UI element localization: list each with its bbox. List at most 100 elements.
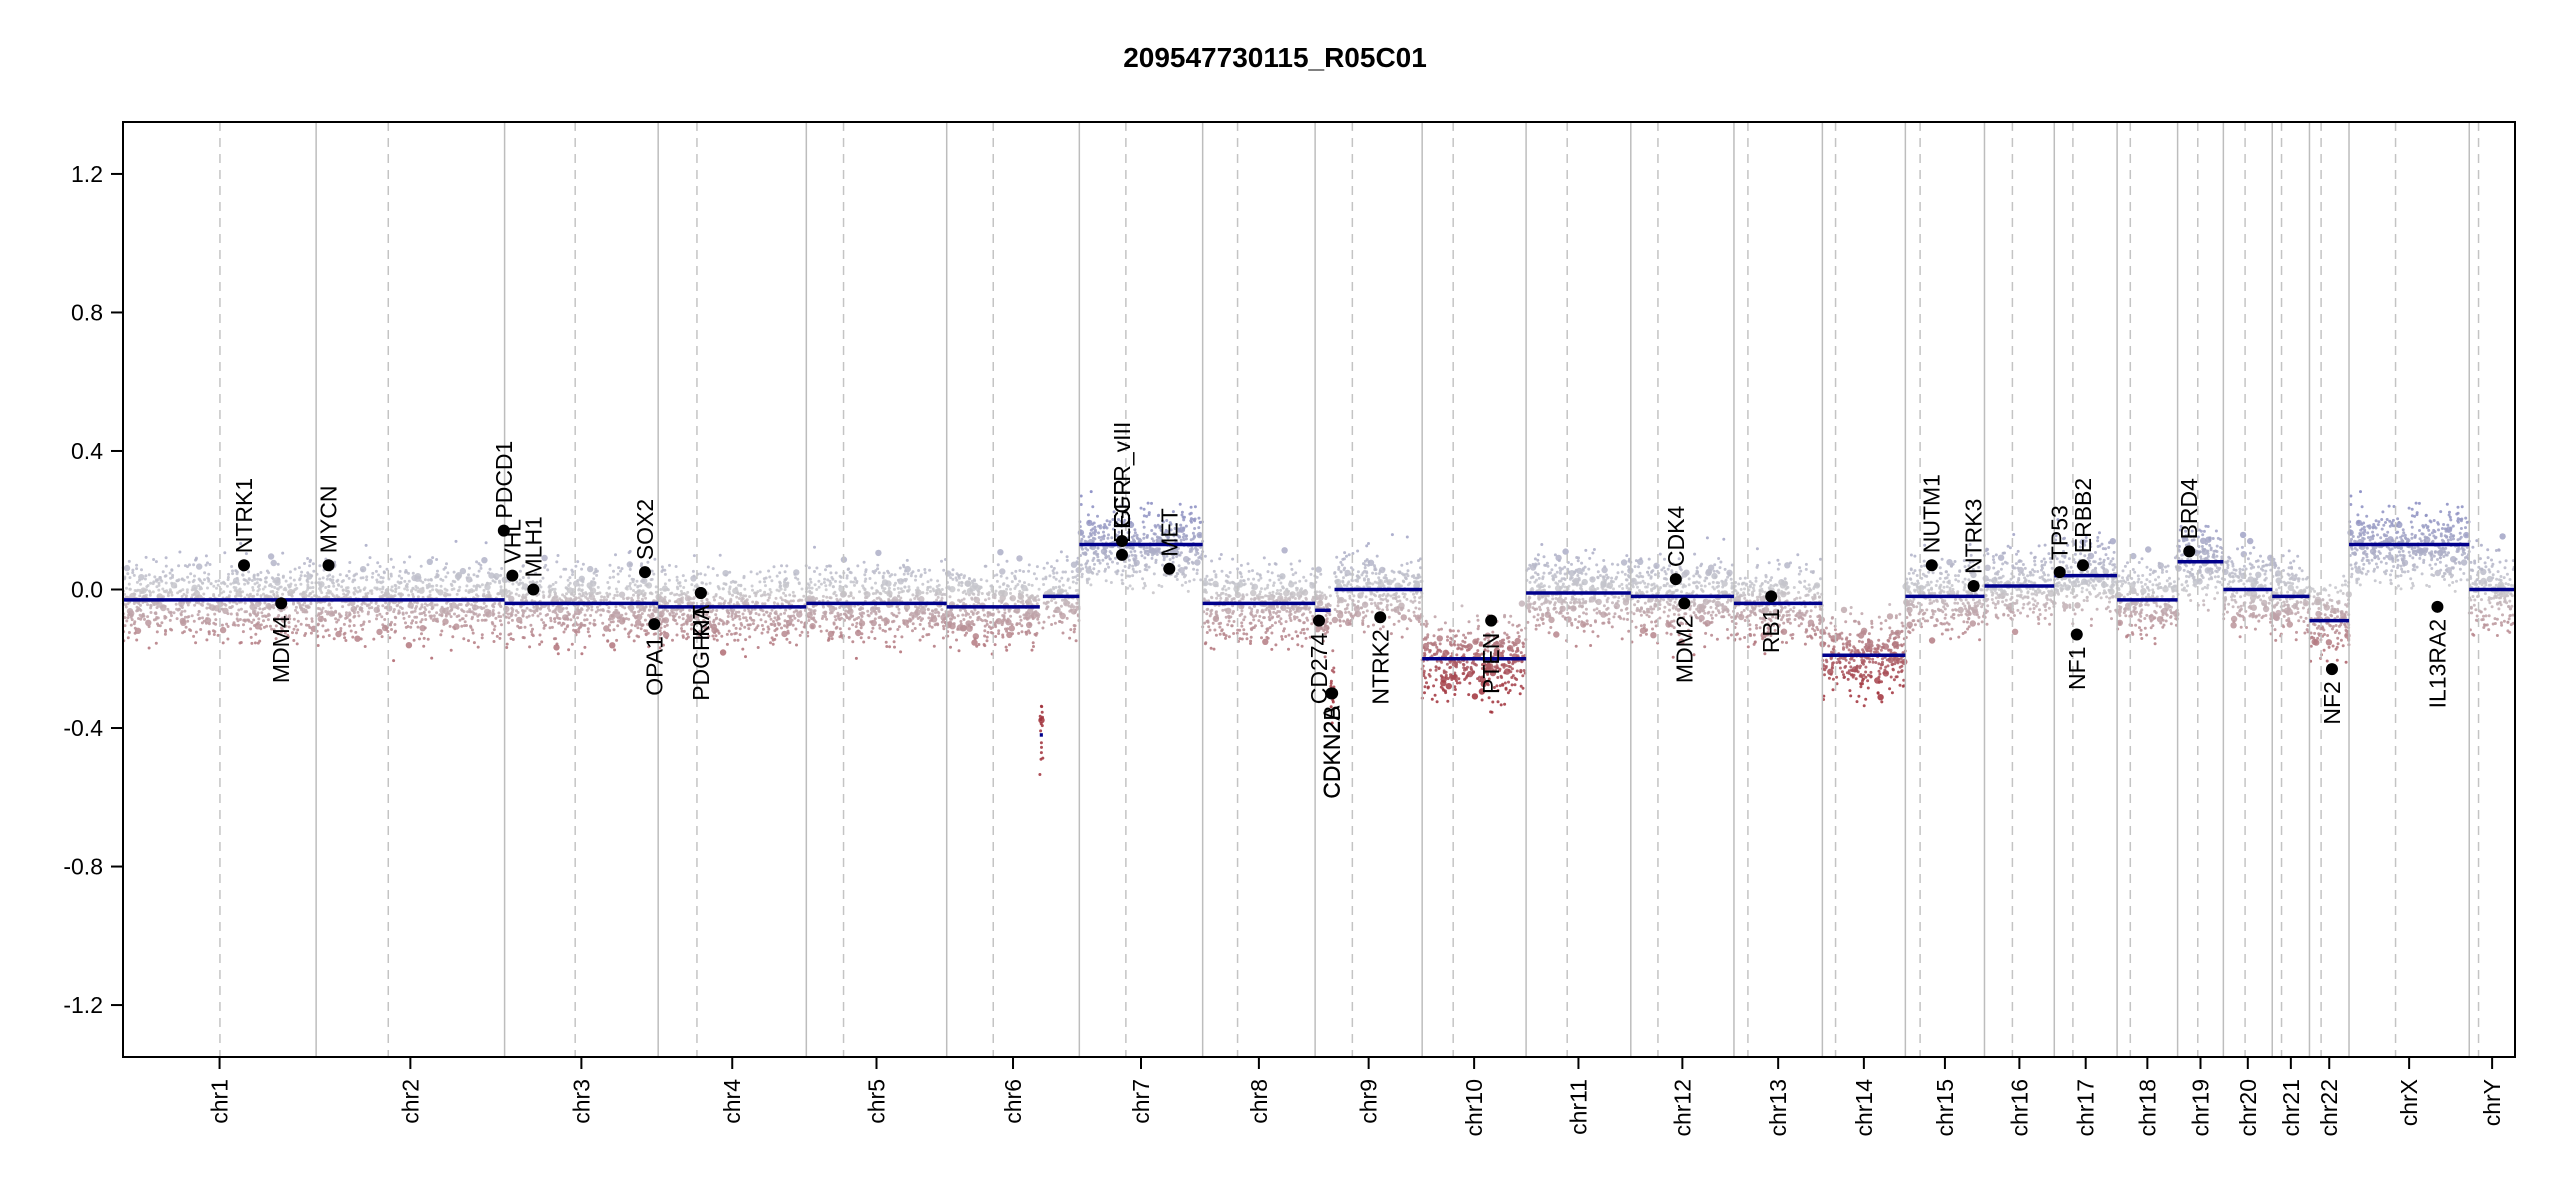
probe-point <box>876 563 880 567</box>
probe-point <box>911 593 915 597</box>
probe-point <box>599 613 603 617</box>
probe-point <box>312 569 316 573</box>
probe-point <box>304 617 308 621</box>
probe-point <box>1151 591 1155 595</box>
probe-point <box>505 646 509 649</box>
probe-point <box>1145 568 1149 572</box>
probe-point <box>829 564 832 568</box>
probe-point <box>276 573 280 577</box>
probe-point <box>1052 575 1056 579</box>
probe-point <box>423 602 427 606</box>
probe-point <box>1020 630 1024 634</box>
probe-point <box>522 636 526 640</box>
probe-point <box>1097 569 1101 573</box>
probe-point <box>879 616 883 620</box>
probe-point <box>1364 595 1368 599</box>
probe-point <box>374 601 378 605</box>
probe-point <box>577 612 581 616</box>
probe-point <box>335 630 342 638</box>
probe-point <box>184 625 188 629</box>
probe-point <box>176 591 180 595</box>
probe-point <box>397 609 401 613</box>
probe-point <box>238 618 242 621</box>
probe-point <box>585 592 589 596</box>
probe-point <box>896 628 900 631</box>
probe-point <box>900 590 904 594</box>
probe-point <box>788 593 792 597</box>
probe-point <box>583 623 587 627</box>
probe-point <box>1227 586 1231 590</box>
probe-point <box>791 590 795 594</box>
probe-point <box>580 623 584 627</box>
probe-point <box>1218 632 1222 636</box>
probe-point <box>575 630 579 634</box>
probe-point <box>994 625 998 629</box>
probe-point <box>294 583 298 587</box>
probe-point <box>679 609 683 613</box>
probe-point <box>344 639 348 642</box>
probe-point <box>266 618 270 622</box>
probe-point <box>1018 569 1022 572</box>
probe-point <box>878 623 882 627</box>
probe-point <box>899 596 903 600</box>
probe-point <box>911 629 914 633</box>
probe-point <box>487 571 490 575</box>
probe-point <box>606 581 610 584</box>
probe-point <box>741 594 745 598</box>
probe-point <box>378 587 382 591</box>
probe-point <box>747 609 751 613</box>
probe-point <box>1277 592 1281 596</box>
probe-point <box>247 577 251 581</box>
probe-point <box>769 617 773 621</box>
probe-point <box>450 602 457 609</box>
probe-point <box>941 636 945 640</box>
probe-point <box>967 577 971 580</box>
probe-point <box>987 597 991 601</box>
probe-point <box>419 564 423 568</box>
probe-point <box>725 642 729 646</box>
probe-point <box>856 564 860 568</box>
probe-point <box>869 611 873 615</box>
probe-point <box>1089 533 1093 537</box>
probe-point <box>396 580 400 584</box>
probe-point <box>831 630 835 634</box>
probe-point <box>256 641 260 645</box>
probe-point <box>726 615 730 618</box>
probe-point <box>715 573 719 577</box>
probe-point <box>132 592 136 596</box>
probe-point <box>303 601 307 605</box>
probe-point <box>510 610 514 614</box>
probe-point <box>923 571 927 575</box>
probe-point <box>813 570 816 573</box>
probe-point <box>356 610 360 614</box>
probe-point <box>601 621 605 625</box>
probe-point <box>584 595 588 599</box>
probe-point <box>730 615 734 618</box>
probe-point <box>1371 571 1375 575</box>
probe-point <box>1005 648 1009 652</box>
probe-point <box>138 574 145 581</box>
probe-point <box>324 629 328 633</box>
probe-point <box>1205 631 1209 634</box>
probe-point <box>344 613 348 617</box>
probe-point <box>392 610 396 614</box>
probe-point <box>747 627 751 631</box>
probe-point <box>1218 557 1222 561</box>
probe-point <box>1030 648 1034 652</box>
probe-point <box>299 592 303 596</box>
probe-point <box>954 576 958 580</box>
probe-point <box>1262 556 1266 560</box>
probe-point <box>838 598 842 602</box>
probe-point <box>1240 597 1244 601</box>
probe-point <box>971 612 975 616</box>
probe-point <box>1212 647 1216 651</box>
probe-point <box>202 592 206 596</box>
probe-point <box>997 610 1001 614</box>
probe-point <box>1042 566 1046 570</box>
probe-point <box>612 628 616 632</box>
probe-point <box>643 618 647 622</box>
probe-point <box>1027 583 1031 587</box>
probe-point <box>268 624 272 628</box>
probe-point <box>530 633 534 636</box>
probe-point <box>1146 501 1150 505</box>
